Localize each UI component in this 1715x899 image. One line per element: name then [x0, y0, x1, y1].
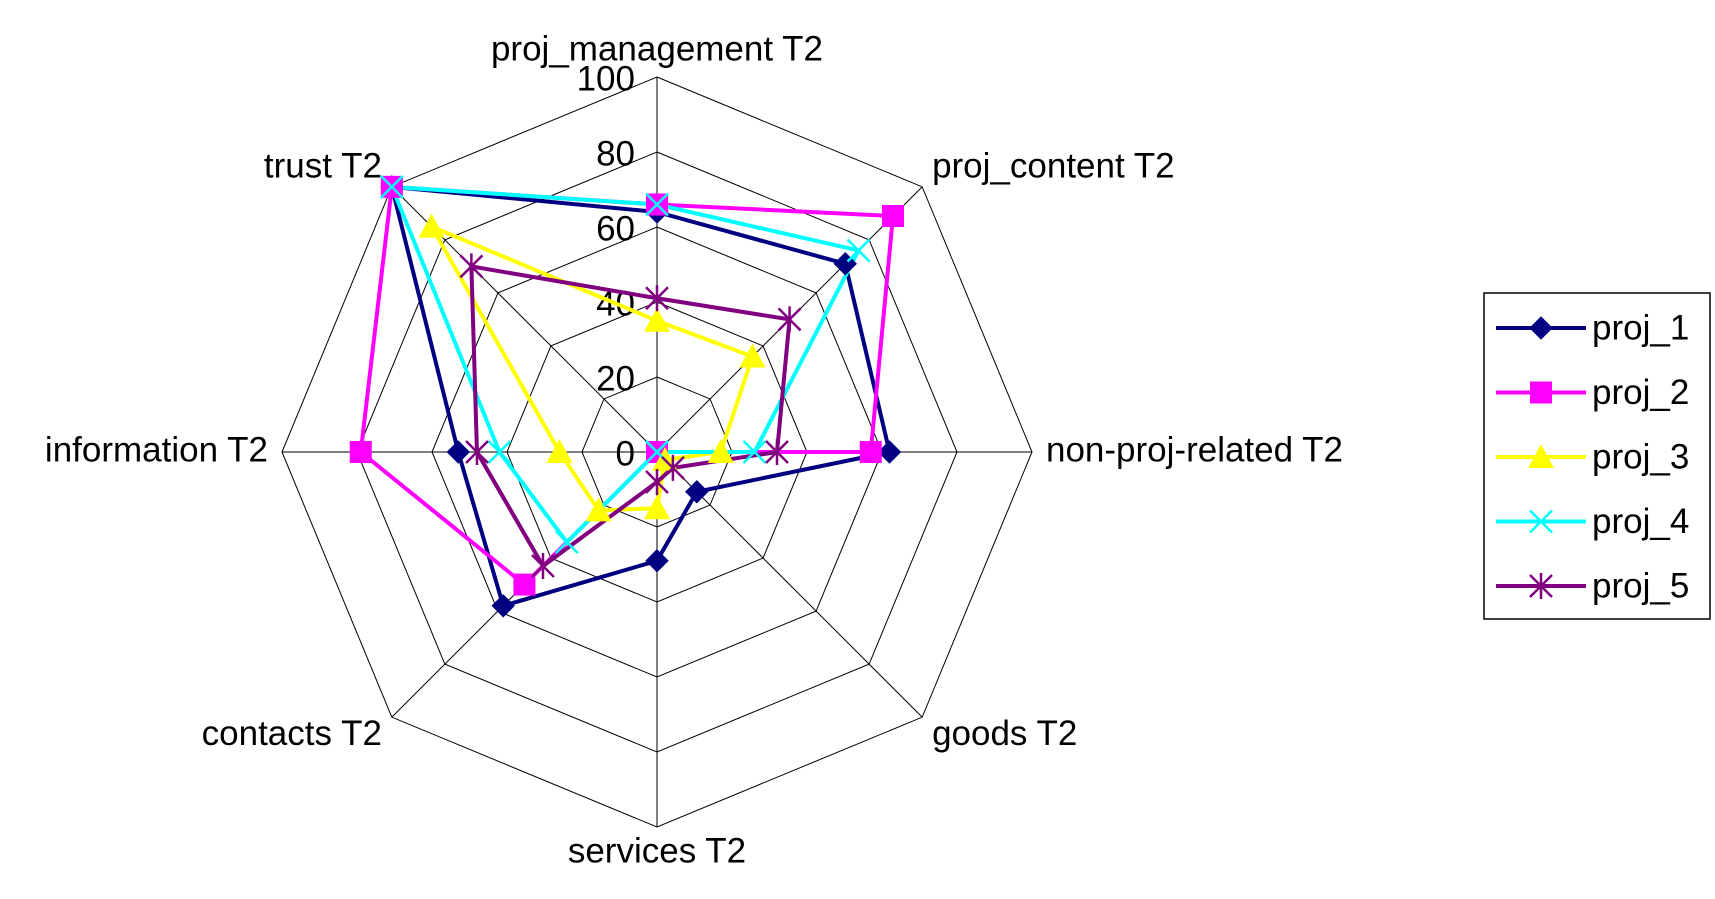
- marker: [585, 497, 612, 522]
- marker: [685, 480, 709, 504]
- marker: [645, 549, 669, 573]
- series-line: [389, 184, 892, 609]
- legend-label: proj_4: [1592, 502, 1689, 541]
- marker: [645, 469, 669, 495]
- r-tick-label: 20: [596, 359, 635, 398]
- marker: [1528, 444, 1554, 468]
- category-label: contacts T2: [202, 714, 382, 753]
- legend-label: proj_2: [1592, 373, 1689, 412]
- series-line: [388, 184, 862, 546]
- marker: [877, 440, 902, 464]
- marker: [645, 192, 669, 217]
- marker: [349, 441, 372, 463]
- marker: [554, 530, 579, 555]
- r-tick-label: 100: [577, 59, 635, 98]
- marker: [645, 285, 669, 312]
- marker: [859, 441, 882, 463]
- legend-label: proj_1: [1592, 308, 1689, 347]
- marker: [881, 205, 904, 228]
- r-tick-label: 80: [596, 134, 635, 173]
- marker: [644, 307, 670, 332]
- marker: [459, 253, 484, 280]
- category-label: trust T2: [264, 147, 382, 186]
- category-label: proj_management T2: [491, 29, 823, 68]
- category-label: goods T2: [932, 714, 1077, 753]
- marker: [1529, 316, 1553, 340]
- marker: [487, 440, 512, 464]
- category-label: services T2: [568, 831, 746, 870]
- marker: [546, 439, 573, 463]
- marker: [418, 213, 445, 238]
- marker: [531, 553, 555, 580]
- marker: [1529, 573, 1553, 599]
- r-tick-label: 60: [596, 209, 635, 248]
- legend-label: proj_5: [1592, 566, 1689, 605]
- legend-label: proj_3: [1592, 437, 1689, 476]
- marker: [1530, 381, 1552, 404]
- marker: [742, 440, 767, 464]
- marker: [777, 306, 802, 333]
- marker: [491, 594, 515, 618]
- category-label: proj_content T2: [932, 147, 1175, 186]
- marker: [379, 174, 404, 199]
- marker: [661, 454, 685, 481]
- r-tick-label: 0: [616, 434, 635, 473]
- marker: [513, 573, 536, 596]
- marker: [1529, 509, 1553, 534]
- marker: [707, 439, 734, 463]
- marker: [739, 343, 766, 368]
- marker: [446, 440, 470, 464]
- marker: [465, 439, 489, 465]
- marker: [846, 238, 871, 263]
- category-label: non-proj-related T2: [1046, 430, 1343, 469]
- marker: [644, 495, 670, 520]
- category-label: information T2: [45, 430, 268, 469]
- marker: [765, 439, 789, 465]
